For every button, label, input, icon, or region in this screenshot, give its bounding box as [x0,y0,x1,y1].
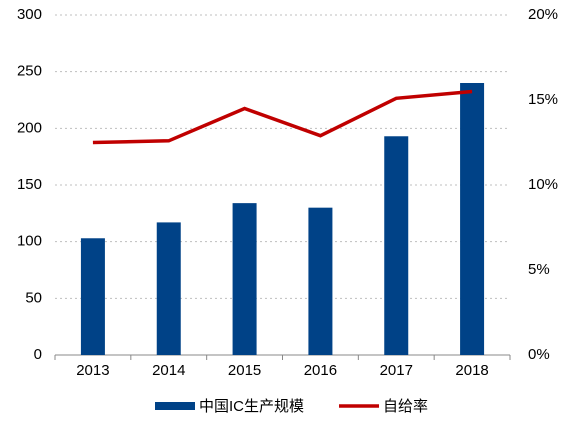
y2-tick-label: 15% [528,91,558,108]
bar [156,222,181,355]
y2-tick-label: 0% [528,346,550,363]
legend-swatch [155,402,195,410]
y2-tick-label: 20% [528,6,558,23]
bar [232,203,257,355]
x-tick-label: 2013 [76,362,109,379]
x-tick-label: 2017 [380,362,413,379]
x-tick-label: 2014 [152,362,185,379]
y-tick-label: 100 [17,233,42,250]
bar [80,238,105,355]
y-tick-label: 50 [25,289,42,306]
y-tick-label: 300 [17,6,42,23]
y2-tick-label: 5% [528,261,550,278]
legend-label: 自给率 [383,398,428,415]
x-tick-label: 2018 [455,362,488,379]
x-tick-label: 2016 [304,362,337,379]
y2-tick-label: 10% [528,176,558,193]
y-tick-label: 150 [17,176,42,193]
bar [308,207,333,355]
legend-label: 中国IC生产规模 [199,398,304,415]
y-tick-label: 200 [17,119,42,136]
bar [384,136,409,355]
bar [460,83,485,355]
y-tick-label: 250 [17,63,42,80]
y-tick-label: 0 [34,346,42,363]
x-tick-label: 2015 [228,362,261,379]
line [92,89,473,145]
